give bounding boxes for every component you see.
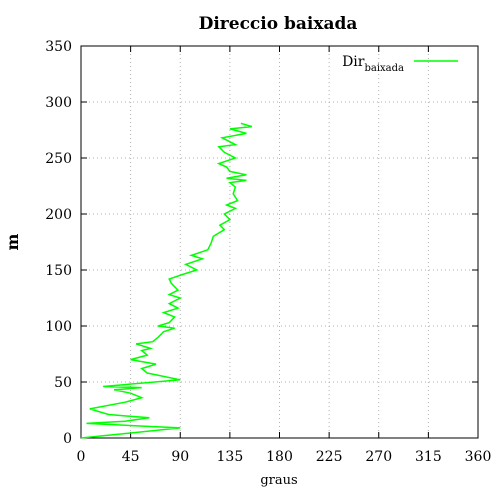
y-tick-label: 250 <box>45 151 72 167</box>
y-tick-label: 0 <box>63 431 72 447</box>
y-tick-label: 300 <box>45 95 72 111</box>
x-tick-label: 45 <box>122 449 140 465</box>
x-tick-label: 135 <box>217 449 244 465</box>
y-axis-label: m <box>3 233 22 250</box>
legend-label-main: Dir <box>342 54 365 70</box>
x-tick-label: 360 <box>465 449 492 465</box>
y-tick-label: 200 <box>45 207 72 223</box>
chart-title: Direccio baixada <box>199 14 358 34</box>
x-tick-label: 90 <box>171 449 189 465</box>
x-tick-label: 0 <box>77 449 86 465</box>
x-tick-label: 225 <box>316 449 343 465</box>
axis-ticks: 0 45 90 135 180 225 270 315 360 0 50 100 150 200 250 30… <box>45 39 491 465</box>
legend: Dirbaixada <box>342 54 458 74</box>
y-tick-label: 350 <box>45 39 72 55</box>
y-tick-label: 100 <box>45 319 72 335</box>
y-tick-label: 150 <box>45 263 72 279</box>
series-group <box>80 122 253 439</box>
y-tick-label: 50 <box>54 375 72 391</box>
legend-label: Dirbaixada <box>342 54 404 74</box>
x-tick-label: 270 <box>365 449 392 465</box>
x-axis-label: graus <box>260 473 297 488</box>
grid-lines <box>81 46 478 438</box>
x-tick-label: 315 <box>415 449 442 465</box>
legend-label-sub: baixada <box>364 63 404 74</box>
series-line-dirbaixada <box>80 122 253 439</box>
x-tick-label: 180 <box>266 449 293 465</box>
